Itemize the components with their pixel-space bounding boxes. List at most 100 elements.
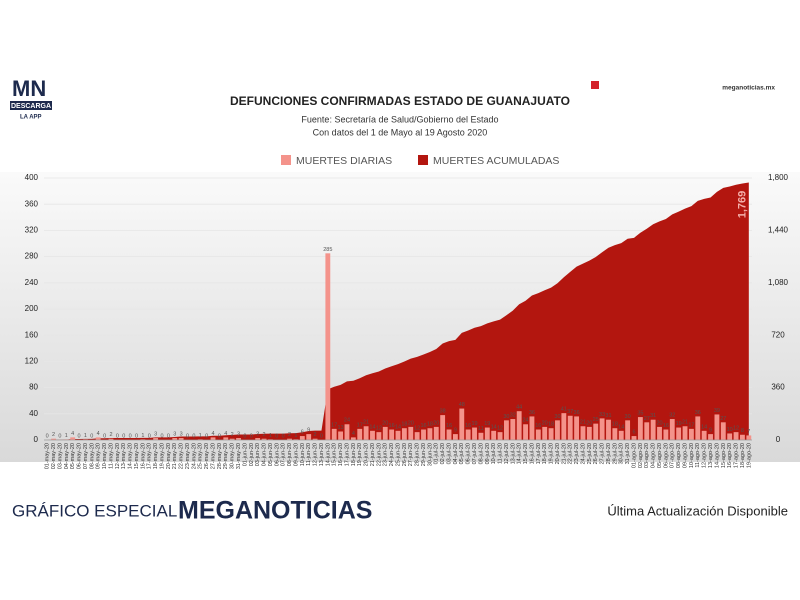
- x-tick-label: 18-jul-20: [542, 443, 548, 464]
- x-tick-label: 02-jul-20: [440, 443, 446, 464]
- bar: [708, 434, 713, 440]
- x-tick-label: 16-may-20: [140, 443, 146, 469]
- bar: [548, 428, 554, 440]
- value-label: 12: [733, 426, 739, 432]
- value-label: 1: [141, 433, 144, 439]
- x-tick-label: 25-jul-20: [587, 443, 593, 464]
- logo-sub: LA APP: [20, 115, 42, 121]
- value-label: 14: [618, 424, 624, 430]
- x-tick-label: 09-jun-20: [293, 443, 299, 466]
- y2-tick-label: 0: [776, 435, 781, 444]
- x-tick-label: 17-jun-20: [344, 443, 350, 466]
- value-label: 14: [491, 424, 497, 430]
- x-tick-label: 02-jun-20: [249, 443, 255, 466]
- value-label: 0: [320, 433, 323, 439]
- value-label: 24: [344, 418, 350, 424]
- bar: [637, 417, 643, 440]
- bar: [70, 437, 76, 440]
- x-tick-label: 18-ago-20: [740, 443, 746, 468]
- value-label: 13: [338, 425, 344, 431]
- value-label: 19: [484, 421, 490, 427]
- x-tick-label: 26-may-20: [204, 443, 210, 469]
- value-label: 3: [237, 431, 240, 437]
- legend-label: MUERTES DIARIAS: [296, 155, 392, 167]
- value-label: 17: [688, 422, 694, 428]
- x-tick-label: 19-may-20: [159, 443, 165, 469]
- value-label: 10: [727, 427, 733, 433]
- bar: [338, 431, 344, 440]
- logo-band: [10, 101, 52, 110]
- value-label: 48: [459, 402, 465, 408]
- value-label: 0: [218, 433, 221, 439]
- bar: [153, 438, 159, 440]
- x-tick-label: 01-ago-20: [631, 443, 637, 468]
- value-label: 0: [186, 433, 189, 439]
- y-tick-label: 280: [25, 252, 39, 261]
- value-label: 8: [741, 428, 744, 434]
- x-tick-label: 11-jul-20: [498, 443, 504, 464]
- plot: 0408012016020024028032036040003607201,08…: [25, 173, 789, 469]
- value-label: 0: [192, 433, 195, 439]
- bar: [446, 429, 452, 440]
- bar: [714, 414, 720, 440]
- x-tick-label: 03-may-20: [57, 443, 63, 469]
- area: [47, 182, 749, 441]
- chart-subtitle: Fuente: Secretaría de Salud/Gobierno del…: [301, 114, 498, 124]
- x-tick-label: 01-jun-20: [242, 443, 248, 466]
- value-label: 4: [71, 431, 74, 437]
- value-label: 17: [331, 422, 337, 428]
- y-tick-label: 200: [25, 304, 39, 313]
- value-label: 31: [650, 413, 656, 419]
- value-label: 24: [523, 418, 529, 424]
- x-tick-label: 26-jul-20: [593, 443, 599, 464]
- chart-title: DEFUNCIONES CONFIRMADAS ESTADO DE GUANAJ…: [230, 94, 570, 108]
- x-tick-label: 21-may-20: [172, 443, 178, 469]
- x-tick-label: 23-may-20: [185, 443, 191, 469]
- logo: MN DESCARGA LA APP: [10, 76, 52, 121]
- value-label: 32: [669, 412, 675, 418]
- bar: [688, 428, 694, 440]
- bar: [376, 432, 382, 440]
- x-tick-label: 21-jun-20: [370, 443, 376, 466]
- value-label: 33: [599, 412, 605, 418]
- x-tick-label: 30-jun-20: [427, 443, 433, 466]
- bar: [510, 419, 516, 440]
- bar: [350, 437, 356, 440]
- value-label: 0: [116, 433, 119, 439]
- value-label: 21: [363, 420, 369, 426]
- value-label: 3: [173, 431, 176, 437]
- y2-tick-label: 360: [771, 383, 785, 392]
- y2-tick-label: 1,080: [768, 278, 789, 287]
- bar: [363, 426, 369, 440]
- bar: [236, 438, 241, 440]
- value-label: 18: [612, 422, 618, 428]
- value-label: 0: [205, 433, 208, 439]
- value-label: 2: [231, 432, 234, 438]
- bar: [727, 433, 733, 440]
- bar: [395, 430, 401, 440]
- value-label: 9: [454, 428, 457, 434]
- value-label: 0: [78, 433, 81, 439]
- y-tick-label: 400: [25, 173, 39, 182]
- bar: [172, 438, 178, 440]
- x-tick-label: 28-jun-20: [415, 443, 421, 466]
- x-tick-label: 15-jul-20: [523, 443, 529, 464]
- value-label: 12: [376, 426, 382, 432]
- x-tick-label: 10-may-20: [102, 443, 108, 469]
- value-label: 0: [282, 433, 285, 439]
- value-label: 18: [401, 422, 407, 428]
- x-tick-label: 28-jul-20: [606, 443, 612, 464]
- bar: [663, 429, 669, 440]
- value-label: 14: [701, 424, 707, 430]
- bar: [414, 432, 420, 440]
- x-tick-label: 22-may-20: [179, 443, 185, 469]
- legend-swatch: [418, 155, 428, 165]
- bar: [210, 437, 216, 440]
- x-tick-label: 27-may-20: [210, 443, 216, 469]
- x-tick-label: 09-jul-20: [485, 443, 491, 464]
- x-tick-label: 22-jul-20: [568, 443, 574, 464]
- x-tick-label: 08-ago-20: [676, 443, 682, 468]
- bar: [408, 426, 414, 440]
- value-label: 20: [433, 420, 439, 426]
- x-tick-label: 08-jun-20: [287, 443, 293, 466]
